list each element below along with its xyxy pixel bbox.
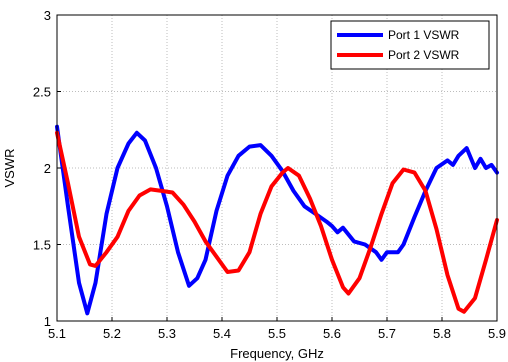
- series-line-port2: [55, 130, 499, 314]
- y-tick-label: 1: [44, 314, 51, 329]
- legend: Port 1 VSWR Port 2 VSWR: [330, 20, 490, 70]
- y-tick-label: 1.5: [33, 238, 51, 253]
- legend-label-port1: Port 1 VSWR: [388, 28, 460, 42]
- series-lines: [55, 124, 499, 316]
- x-tick-label: 5.9: [488, 326, 506, 341]
- x-tick-label: 5.6: [323, 326, 341, 341]
- series-line-port1: [55, 124, 499, 316]
- x-tick-label: 5.8: [433, 326, 451, 341]
- y-tick-label: 3: [44, 8, 51, 23]
- x-axis-label: Frequency, GHz: [230, 346, 324, 361]
- x-tick-label: 5.3: [158, 326, 176, 341]
- legend-box: [330, 20, 490, 70]
- x-tick-label: 5.5: [268, 326, 286, 341]
- x-tick-label: 5.2: [103, 326, 121, 341]
- y-axis-label: VSWR: [2, 149, 17, 188]
- x-tick-label: 5.1: [48, 326, 66, 341]
- x-tick-label: 5.4: [213, 326, 231, 341]
- y-tick-label: 2.5: [33, 85, 51, 100]
- x-tick-label: 5.7: [378, 326, 396, 341]
- legend-label-port2: Port 2 VSWR: [388, 48, 460, 62]
- y-tick-label: 2: [44, 161, 51, 176]
- tick-labels: 5.1 5.2 5.3 5.4 5.5 5.6 5.7 5.8 5.9 1 1.5 2 2.5 3: [33, 8, 506, 341]
